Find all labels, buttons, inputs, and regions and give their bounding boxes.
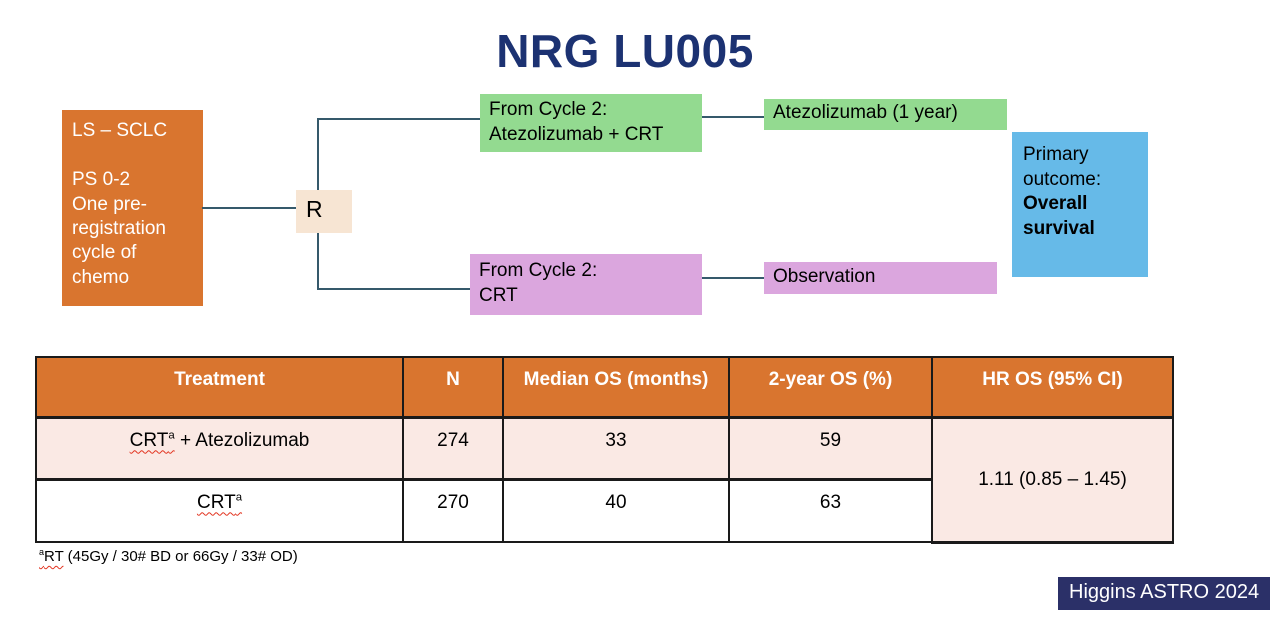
cell-n-crt: 270 <box>402 478 504 543</box>
cell-median-os-crt: 40 <box>502 478 730 543</box>
arm-crt-box: From Cycle 2: CRT <box>470 254 702 315</box>
cell-2year-os-crt-atezolizumab: 59 <box>728 416 933 481</box>
col-header-hr-os: HR OS (95% CI) <box>931 356 1174 419</box>
header-row: Treatment N Median OS (months) 2-year OS… <box>35 356 1174 419</box>
connector-arm1-to-followup <box>702 116 764 118</box>
eligibility-line-2: PS 0-2 <box>72 169 131 191</box>
connector-eligibility-to-r <box>202 207 296 209</box>
primary-outcome-value: Overall survival <box>1023 193 1095 240</box>
table-row-crt-atezolizumab: CRTa + Atezolizumab 274 33 59 1.11 (0.85… <box>35 416 1174 544</box>
cell-hr-os-merged: 1.11 (0.85 – 1.45) <box>931 416 1174 544</box>
attribution-badge: Higgins ASTRO 2024 <box>1058 577 1271 610</box>
cell-treatment-crt: CRTa <box>35 478 404 543</box>
col-header-n: N <box>402 356 504 419</box>
cell-2year-os-crt: 63 <box>728 478 933 543</box>
table-row-crt: CRTa 270 40 63 <box>35 478 1173 543</box>
col-header-median-os: Median OS (months) <box>502 356 730 419</box>
arm-atezolizumab-crt-box: From Cycle 2: Atezolizumab + CRT <box>480 94 702 152</box>
eligibility-line-3: One pre-registration cycle of chemo <box>72 193 166 288</box>
connector-arm2-to-followup <box>702 277 764 279</box>
rt-dose-footnote: aRT (45Gy / 30# BD or 66Gy / 33# OD) <box>39 547 298 566</box>
primary-outcome-box: Primary outcome: Overall survival <box>1012 132 1148 277</box>
cell-median-os-crt-atezolizumab: 33 <box>502 416 730 481</box>
connector-bottom-horizontal <box>317 288 470 290</box>
connector-r-down-vertical <box>317 233 319 290</box>
observation-box: Observation <box>764 262 997 294</box>
results-table: Treatment N Median OS (months) 2-year OS… <box>35 356 1174 544</box>
eligibility-box: LS – SCLC PS 0-2 One pre-registration cy… <box>62 110 203 306</box>
connector-top-horizontal <box>317 118 480 120</box>
primary-outcome-label: Primary outcome: <box>1023 144 1102 190</box>
eligibility-spacer <box>72 143 193 168</box>
col-header-treatment: Treatment <box>35 356 404 419</box>
slide-title: NRG LU005 <box>496 25 754 77</box>
cell-treatment-crt-atezolizumab: CRTa + Atezolizumab <box>35 416 404 481</box>
cell-n-crt-atezolizumab: 274 <box>402 416 504 481</box>
randomization-box: R <box>296 190 352 233</box>
atezolizumab-maintenance-box: Atezolizumab (1 year) <box>764 99 1007 130</box>
connector-r-up-vertical <box>317 118 319 190</box>
eligibility-line-1: LS – SCLC <box>72 120 168 141</box>
col-header-2year-os: 2-year OS (%) <box>728 356 933 419</box>
